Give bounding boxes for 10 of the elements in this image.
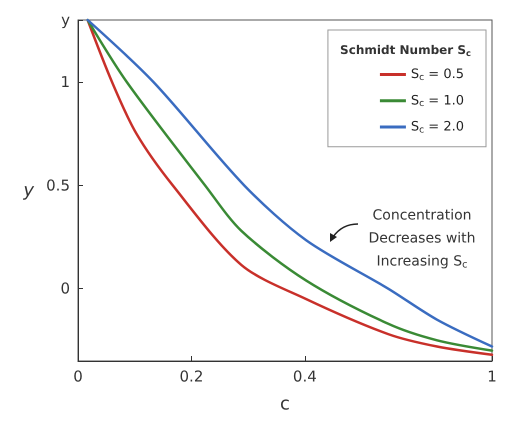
x-tick-label: 0.2 <box>179 368 204 386</box>
y-tick-label: y <box>61 11 70 29</box>
y-axis-title: y <box>22 180 34 201</box>
x-tick-label: 1 <box>487 368 497 386</box>
y-tick-label: 1 <box>60 73 70 91</box>
x-axis-title: c <box>280 394 290 414</box>
y-tick-label: 0.5 <box>46 176 70 194</box>
x-tick-label: 0 <box>73 368 83 386</box>
x-tick-label: 0.4 <box>292 368 317 386</box>
y-tick-label: 0 <box>60 280 70 298</box>
